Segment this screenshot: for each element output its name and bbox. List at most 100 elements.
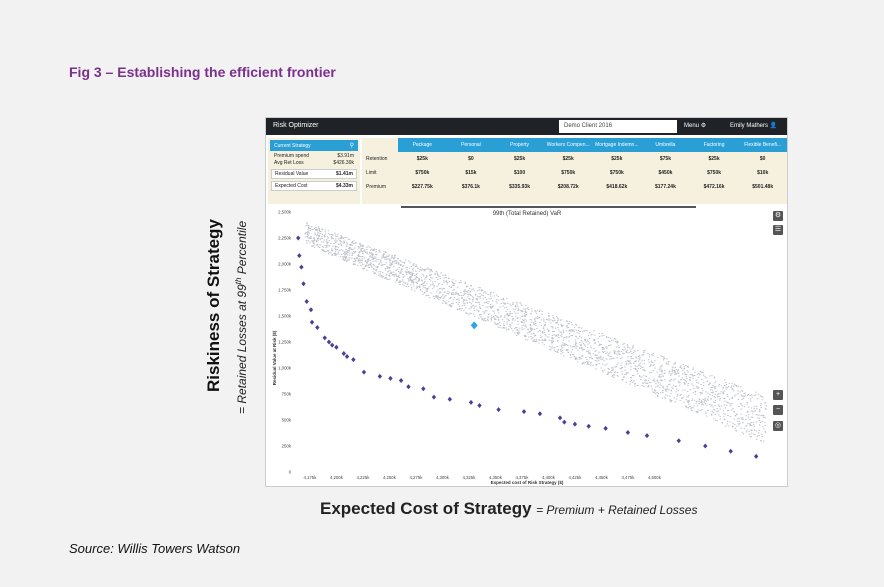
column-header[interactable]: Package — [398, 138, 447, 152]
cloud-point — [461, 297, 463, 299]
table-cell[interactable]: $25k — [611, 156, 623, 162]
cloud-point — [718, 405, 721, 407]
frontier-point — [361, 369, 367, 375]
cloud-point — [598, 336, 601, 337]
zoom-out-button[interactable]: − — [773, 405, 783, 415]
table-cell[interactable]: $376.1k — [461, 184, 480, 190]
cloud-point — [393, 274, 395, 276]
table-cell[interactable]: $750k — [609, 170, 624, 176]
cloud-point — [563, 355, 565, 357]
cloud-point — [571, 329, 573, 331]
cloud-point — [324, 236, 326, 237]
cloud-point — [613, 351, 616, 353]
cloud-point — [594, 354, 596, 356]
table-cell[interactable]: $100 — [514, 170, 526, 176]
cloud-point — [620, 367, 623, 369]
menu-button[interactable]: Menu ⚙ — [684, 122, 706, 129]
cloud-point — [747, 422, 749, 424]
cloud-point — [372, 250, 374, 252]
column-header[interactable]: Personal — [446, 138, 496, 152]
cloud-point — [541, 339, 544, 341]
cloud-point — [650, 371, 652, 373]
current-strategy-header[interactable]: Current Strategy ⚲ — [270, 140, 358, 151]
cloud-point — [610, 339, 613, 341]
row-label: Premium — [366, 184, 387, 190]
table-cell[interactable]: $25k — [708, 156, 720, 162]
cloud-point — [539, 334, 542, 336]
cloud-point — [369, 263, 371, 265]
cloud-point — [364, 250, 366, 252]
var-scatter-chart[interactable]: 99th (Total Retained) VaR 4,175k 4,200k 4,… — [266, 206, 789, 488]
list-button[interactable]: ☰ — [773, 225, 783, 235]
table-cell[interactable]: $750k — [561, 170, 576, 176]
cloud-point — [677, 370, 679, 372]
cloud-point — [522, 315, 524, 317]
cloud-point — [311, 229, 313, 231]
cloud-point — [551, 315, 554, 317]
cloud-point — [383, 253, 385, 255]
column-header[interactable]: Mortgage Indemn... — [592, 138, 642, 152]
table-cell[interactable]: $750k — [415, 170, 430, 176]
table-cell[interactable]: $472.16k — [703, 184, 725, 190]
table-cell[interactable]: $0 — [759, 156, 766, 162]
table-cell[interactable]: $227.75k — [411, 184, 433, 190]
table-cell[interactable]: $501.48k — [752, 184, 774, 190]
cloud-point — [698, 372, 700, 374]
table-cell[interactable]: $177.24k — [655, 184, 676, 190]
cloud-point — [566, 349, 568, 351]
cloud-point — [306, 224, 309, 226]
table-cell[interactable]: $25k — [514, 156, 526, 162]
table-cell[interactable]: $10k — [757, 170, 769, 176]
table-cell[interactable]: $208.72k — [557, 184, 579, 190]
cloud-point — [706, 398, 709, 400]
cloud-point — [652, 379, 654, 381]
cloud-point — [472, 304, 475, 306]
table-cell[interactable]: $418.62k — [606, 184, 628, 190]
cloud-point — [627, 372, 629, 374]
column-header[interactable]: Workers Compen... — [543, 138, 593, 152]
table-cell[interactable]: $15k — [465, 170, 477, 176]
column-header[interactable]: Umbrella — [641, 138, 690, 152]
cloud-point — [643, 375, 645, 377]
cloud-point — [337, 253, 339, 255]
cloud-point — [550, 347, 552, 349]
cloud-point — [345, 251, 348, 253]
table-cell[interactable]: $25k — [416, 156, 428, 162]
cloud-point — [653, 378, 655, 380]
cloud-point — [656, 395, 659, 396]
table-cell[interactable]: $0 — [468, 156, 474, 162]
cloud-point — [633, 350, 635, 352]
reset-zoom-button[interactable]: ◎ — [773, 421, 783, 431]
cloud-point — [758, 420, 761, 422]
column-header[interactable]: Property — [495, 138, 544, 152]
cloud-point — [589, 345, 592, 347]
column-header[interactable]: Flexible Benefi... — [738, 138, 787, 152]
cloud-point — [326, 244, 328, 246]
cloud-point — [564, 344, 567, 346]
cloud-point — [480, 314, 482, 315]
cloud-point — [359, 260, 361, 262]
cloud-point — [644, 379, 646, 381]
cloud-point — [642, 354, 645, 356]
cloud-point — [525, 313, 528, 315]
search-icon[interactable]: ⚲ — [349, 143, 354, 149]
column-header[interactable]: Factoring — [689, 138, 739, 152]
user-menu[interactable]: Emily Mathers 👤 — [730, 122, 777, 129]
table-cell[interactable]: $450k — [658, 170, 673, 176]
cloud-point — [732, 426, 734, 428]
client-selector[interactable]: Demo Client 2016 — [559, 120, 677, 133]
table-cell[interactable]: $75k — [659, 156, 671, 162]
settings-button[interactable]: ⚙ — [773, 211, 783, 221]
cloud-point — [690, 409, 693, 411]
table-cell[interactable]: $750k — [707, 170, 722, 176]
zoom-in-button[interactable]: + — [773, 390, 783, 400]
cloud-point — [367, 266, 370, 268]
cloud-point — [363, 257, 366, 259]
cloud-point — [590, 361, 592, 363]
cloud-point — [360, 265, 362, 266]
cloud-point — [425, 268, 427, 270]
cloud-point — [760, 403, 762, 405]
table-cell[interactable]: $335.93k — [509, 184, 530, 190]
cloud-point — [601, 335, 603, 337]
table-cell[interactable]: $25k — [562, 156, 574, 162]
